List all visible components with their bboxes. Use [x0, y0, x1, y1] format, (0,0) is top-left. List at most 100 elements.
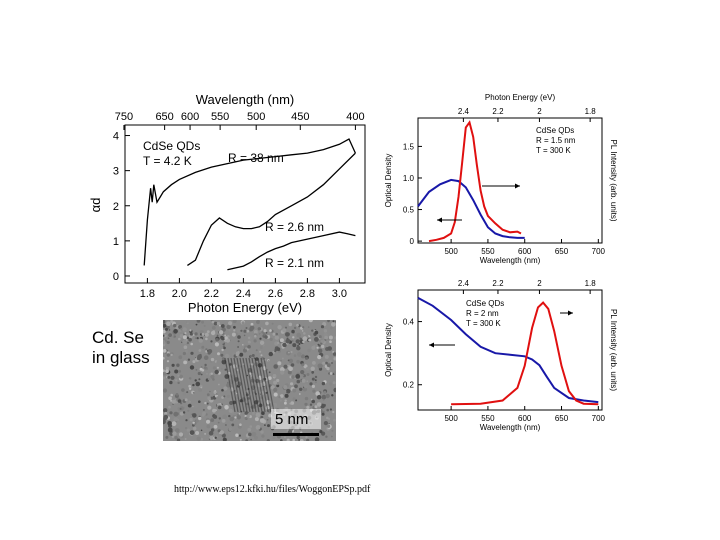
tem-grain: [166, 360, 170, 363]
tem-grain: [195, 431, 200, 435]
tem-lattice-fringe: [224, 357, 236, 413]
tem-grain: [209, 390, 211, 393]
tem-lattice-fringe: [263, 357, 275, 413]
tem-grain: [273, 364, 278, 369]
tem-grain: [328, 372, 331, 375]
tem-grain: [226, 394, 230, 398]
tem-grain: [236, 368, 239, 372]
panel2-y-axis-title: Optical Density: [384, 154, 393, 208]
tem-grain: [170, 393, 173, 397]
tem-grain: [220, 340, 224, 344]
tem-grain: [206, 350, 209, 352]
tem-grain: [267, 360, 270, 362]
tem-grain: [201, 413, 205, 417]
tem-grain: [206, 419, 210, 424]
tem-grain: [311, 370, 315, 374]
tem-grain: [301, 330, 304, 332]
tem-grain: [227, 335, 230, 338]
tem-grain: [308, 320, 313, 323]
tem-grain: [217, 405, 222, 410]
panel3-series-1: [417, 297, 599, 404]
tem-grain: [287, 370, 292, 375]
tem-grain: [253, 330, 258, 334]
tem-grain: [171, 421, 177, 427]
tem-grain: [163, 432, 165, 435]
tem-grain: [259, 350, 262, 353]
tem-grain: [264, 335, 268, 339]
tem-grain: [331, 435, 333, 438]
tem-grain: [177, 399, 182, 403]
tem-grain: [254, 417, 259, 422]
tem-grain: [282, 328, 287, 333]
tem-grain: [163, 376, 165, 380]
tem-grain: [292, 397, 296, 401]
tem-grain: [326, 408, 329, 412]
tem-grain: [284, 390, 287, 393]
tem-grain: [184, 438, 187, 440]
panel1-ytick-label: 1: [113, 236, 119, 248]
tem-grain: [201, 320, 205, 324]
tem-grain: [298, 343, 301, 345]
tem-grain: [306, 405, 310, 409]
tem-grain: [182, 351, 186, 356]
tem-grain: [301, 378, 306, 383]
tem-grain: [165, 435, 169, 439]
tem-grain: [328, 417, 331, 420]
tem-grain: [273, 380, 278, 385]
tem-grain: [331, 394, 334, 397]
tem-grain: [261, 411, 265, 415]
tem-grain: [313, 345, 316, 348]
tem-caption-line1: Cd. Se: [92, 328, 144, 347]
tem-grain: [299, 387, 303, 391]
panel1-xtick-label: 2.4: [236, 288, 251, 300]
tem-grain: [221, 348, 224, 352]
panel3-ytick-label: 0.2: [403, 381, 415, 390]
tem-grain: [201, 345, 205, 349]
panel2-toptick-label: 2: [537, 107, 542, 116]
tem-grain: [262, 344, 265, 347]
panel1-toptick-label: 750: [115, 111, 133, 123]
tem-grain: [320, 325, 325, 329]
tem-grain: [243, 334, 246, 337]
panel2-toptick-label: 1.8: [585, 107, 597, 116]
tem-grain: [214, 369, 219, 375]
tem-grain: [285, 388, 291, 394]
panel1-y-axis-title: αd: [88, 198, 103, 213]
tem-grain: [319, 430, 323, 434]
tem-grain: [268, 351, 273, 357]
tem-grain: [298, 438, 301, 441]
tem-grain: [238, 412, 241, 415]
panel2-ytick-label: 0: [410, 237, 415, 246]
tem-grain: [172, 431, 177, 436]
tem-grain: [182, 335, 187, 340]
tem-grain: [296, 359, 300, 364]
tem-grain: [283, 385, 288, 390]
panel2-ytick-label: 1.0: [403, 174, 415, 183]
tem-grain: [163, 369, 165, 372]
tem-grain: [221, 388, 224, 392]
tem-grain: [204, 363, 207, 367]
tem-grain: [222, 437, 227, 441]
tem-grain: [246, 329, 250, 333]
tem-grain: [294, 384, 298, 389]
panel2-annotation-line: T = 300 K: [536, 146, 571, 155]
tem-grain: [168, 405, 171, 409]
tem-grain: [305, 356, 308, 360]
tem-grain: [224, 336, 228, 340]
tem-grain: [218, 417, 221, 420]
tem-grain: [292, 343, 297, 348]
tem-grain: [220, 324, 225, 328]
tem-grain: [290, 382, 294, 386]
tem-grain: [210, 428, 215, 432]
tem-grain: [314, 337, 319, 342]
tem-grain: [239, 352, 244, 357]
tem-grain: [314, 379, 317, 381]
tem-grain: [285, 338, 291, 344]
tem-grain: [168, 329, 171, 331]
tem-grain: [210, 357, 215, 362]
tem-grain: [307, 348, 311, 353]
tem-grain: [231, 332, 236, 337]
tem-grain: [165, 357, 169, 361]
panel1-ytick-label: 3: [113, 166, 119, 178]
tem-grain: [187, 409, 190, 412]
